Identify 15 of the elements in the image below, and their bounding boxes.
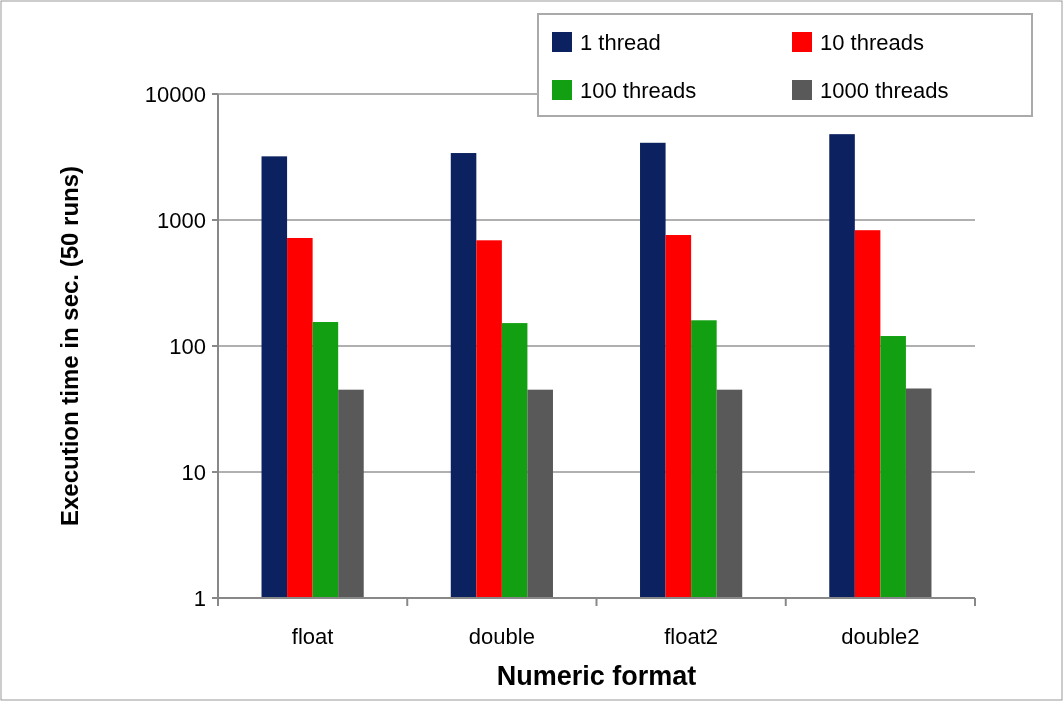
legend-label: 1 thread: [580, 29, 661, 55]
y-tick-label: 100: [169, 333, 206, 359]
y-tick-label: 1000: [157, 207, 206, 233]
x-tick-label: float: [291, 624, 334, 649]
x-tick-label: float2: [664, 624, 719, 649]
x-tick-label: double: [468, 624, 535, 649]
legend-label: 100 threads: [580, 77, 697, 103]
x-tick-label: double2: [841, 624, 920, 649]
x-axis-title: Numeric format: [496, 661, 697, 691]
legend-label: 10 threads: [820, 29, 924, 55]
y-tick-label: 10: [181, 459, 206, 485]
legend-label: 1000 threads: [820, 77, 949, 103]
y-tick-label: 10000: [144, 81, 206, 107]
y-axis-title: Execution time in sec. (50 runs): [56, 165, 83, 527]
y-tick-label: 1: [193, 585, 206, 611]
